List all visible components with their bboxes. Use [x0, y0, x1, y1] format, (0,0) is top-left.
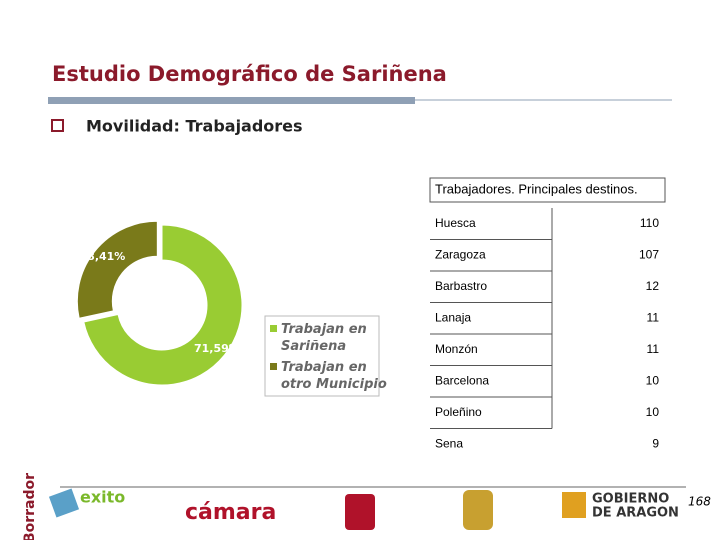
table-cell: Zaragoza [435, 247, 486, 261]
table-cell: Barcelona [435, 373, 489, 387]
logo-text: exito [80, 488, 125, 507]
logo-text: cámara [185, 500, 276, 525]
donut-slice [76, 220, 158, 319]
page-number: 168 [688, 495, 711, 509]
table-title: Trabajadores. Principales destinos. [435, 181, 638, 196]
legend: Trabajan en Sariñena Trabajan en otro Munic… [270, 322, 387, 392]
logo-shape [48, 488, 80, 518]
logo-text: GOBIERNO [592, 492, 669, 507]
legend-label: Trabajan en otro Municipio [281, 360, 387, 392]
logo-shape [463, 490, 493, 530]
slice-label: 71,59% [194, 342, 240, 355]
table-cell: Lanaja [435, 310, 471, 324]
bullet-text: Movilidad: Trabajadores [86, 117, 303, 136]
logo-shape [345, 494, 375, 530]
table-cell: 110 [640, 216, 659, 230]
table-cell: 10 [646, 373, 660, 387]
table-cell: 107 [639, 247, 659, 261]
title-bar [48, 97, 415, 104]
table-cell: 11 [647, 310, 660, 324]
legend-label: Trabajan en Sariñena [281, 322, 367, 354]
table: Huesca 110 Zaragoza 107 Barbastro 12 Lanaja 11 M… [430, 208, 659, 450]
watermark: Borrador [22, 473, 38, 540]
table-cell: Monzón [435, 342, 478, 356]
table-cell: Huesca [435, 216, 476, 230]
bullet-box [51, 119, 64, 132]
donut-chart: 71,59% 28,41% [76, 220, 243, 386]
logo-text: DE ARAGON [592, 506, 679, 521]
legend-box [264, 315, 380, 397]
legend-swatch [270, 363, 277, 370]
table-cell: Poleñino [435, 405, 482, 419]
legend-swatch [270, 325, 277, 332]
logo-shape [562, 492, 586, 518]
table-cell: Barbastro [435, 279, 487, 293]
table-cell: 12 [646, 279, 660, 293]
table-cell: Sena [435, 436, 463, 450]
table-cell: 9 [652, 436, 659, 450]
slice-label: 28,41% [80, 250, 126, 263]
table-header-box [429, 177, 666, 203]
donut-slice [83, 224, 243, 386]
table-cell: 11 [647, 342, 660, 356]
slide-title: Estudio Demográfico de Sariñena [52, 62, 447, 86]
table-cell: 10 [646, 405, 660, 419]
